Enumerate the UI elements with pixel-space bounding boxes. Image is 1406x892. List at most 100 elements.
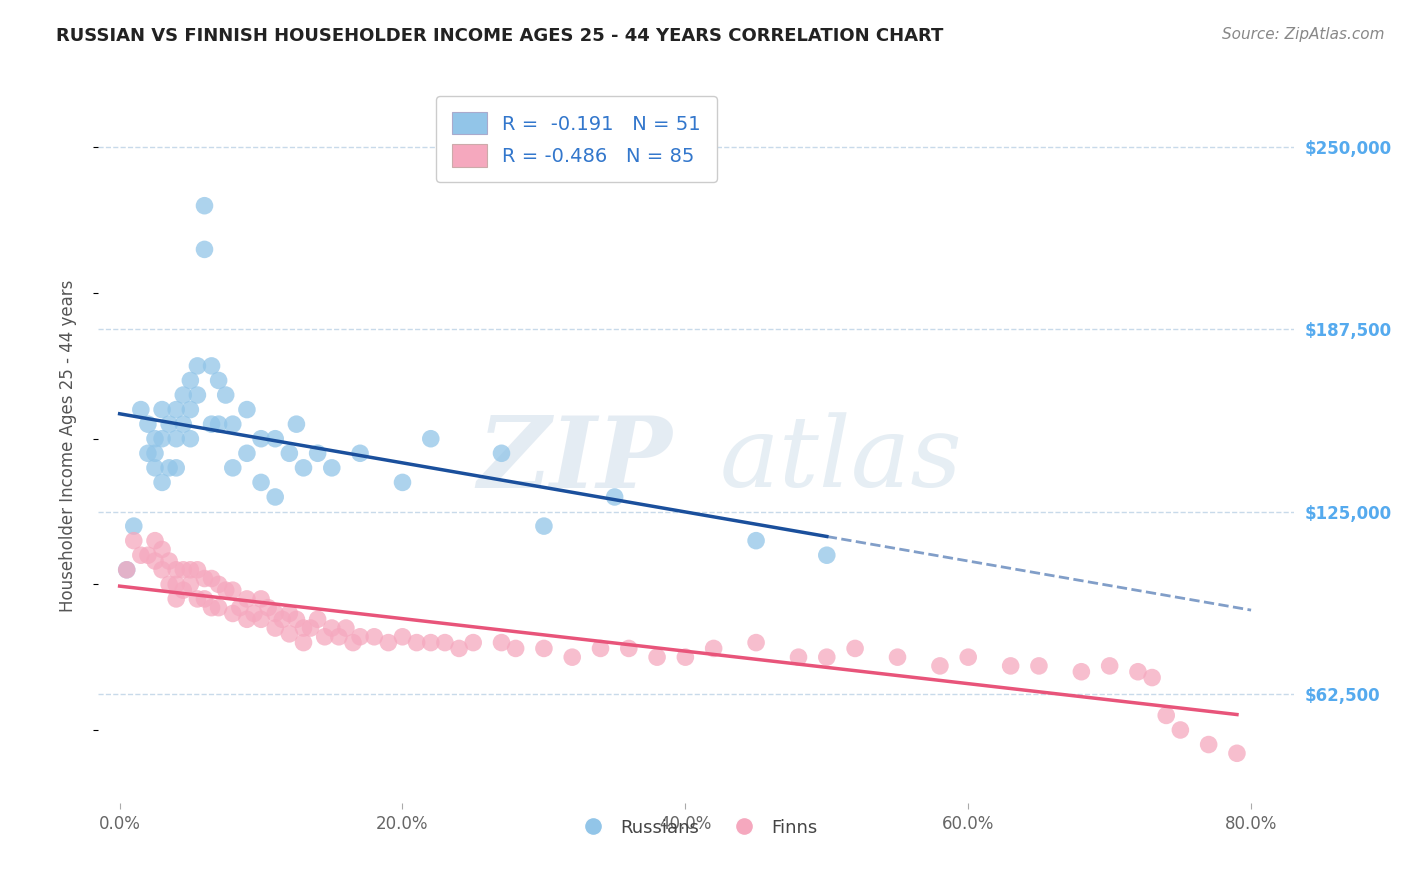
Point bbox=[186, 359, 208, 373]
Point bbox=[745, 533, 768, 548]
Point bbox=[271, 612, 294, 626]
Text: ZIP: ZIP bbox=[477, 412, 672, 508]
Point bbox=[589, 641, 612, 656]
Point bbox=[307, 612, 329, 626]
Point bbox=[250, 475, 273, 490]
Point bbox=[278, 446, 301, 460]
Point bbox=[299, 621, 322, 635]
Point bbox=[342, 635, 364, 649]
Point bbox=[328, 630, 350, 644]
Point bbox=[143, 432, 166, 446]
Point bbox=[143, 446, 166, 460]
Point bbox=[143, 460, 166, 475]
Point bbox=[222, 607, 245, 621]
Point bbox=[257, 600, 280, 615]
Point bbox=[208, 374, 231, 388]
Point bbox=[129, 548, 152, 562]
Point bbox=[929, 659, 952, 673]
Point bbox=[200, 572, 222, 586]
Point bbox=[236, 402, 259, 417]
Point bbox=[179, 374, 201, 388]
Point bbox=[243, 607, 266, 621]
Point bbox=[157, 460, 180, 475]
Point bbox=[250, 432, 273, 446]
Point bbox=[193, 572, 215, 586]
Point bbox=[1198, 738, 1220, 752]
Point bbox=[150, 402, 173, 417]
Point bbox=[172, 388, 194, 402]
Point bbox=[1098, 659, 1121, 673]
Point bbox=[419, 432, 441, 446]
Point bbox=[957, 650, 980, 665]
Point bbox=[186, 563, 208, 577]
Point bbox=[208, 600, 231, 615]
Point bbox=[292, 460, 315, 475]
Point bbox=[150, 542, 173, 557]
Point bbox=[533, 641, 555, 656]
Point bbox=[122, 519, 145, 533]
Point bbox=[122, 533, 145, 548]
Point bbox=[561, 650, 583, 665]
Point bbox=[129, 402, 152, 417]
Point bbox=[179, 563, 201, 577]
Point bbox=[208, 417, 231, 432]
Point bbox=[264, 621, 287, 635]
Point bbox=[136, 446, 159, 460]
Point bbox=[222, 583, 245, 598]
Point bbox=[236, 591, 259, 606]
Point bbox=[179, 432, 201, 446]
Point bbox=[264, 607, 287, 621]
Point bbox=[815, 548, 838, 562]
Point bbox=[886, 650, 908, 665]
Point bbox=[533, 519, 555, 533]
Text: atlas: atlas bbox=[720, 413, 963, 508]
Point bbox=[143, 554, 166, 568]
Point bbox=[645, 650, 668, 665]
Point bbox=[278, 607, 301, 621]
Point bbox=[193, 243, 215, 257]
Point bbox=[186, 591, 208, 606]
Legend: Russians, Finns: Russians, Finns bbox=[568, 812, 824, 844]
Point bbox=[222, 460, 245, 475]
Point bbox=[321, 460, 343, 475]
Point bbox=[363, 630, 385, 644]
Point bbox=[208, 577, 231, 591]
Point bbox=[186, 388, 208, 402]
Point bbox=[1170, 723, 1192, 737]
Point bbox=[419, 635, 441, 649]
Point bbox=[157, 554, 180, 568]
Point bbox=[236, 446, 259, 460]
Point bbox=[165, 402, 187, 417]
Point bbox=[292, 635, 315, 649]
Text: RUSSIAN VS FINNISH HOUSEHOLDER INCOME AGES 25 - 44 YEARS CORRELATION CHART: RUSSIAN VS FINNISH HOUSEHOLDER INCOME AG… bbox=[56, 27, 943, 45]
Point bbox=[787, 650, 810, 665]
Point bbox=[449, 641, 471, 656]
Text: Source: ZipAtlas.com: Source: ZipAtlas.com bbox=[1222, 27, 1385, 42]
Point bbox=[1070, 665, 1092, 679]
Point bbox=[703, 641, 725, 656]
Point bbox=[285, 612, 308, 626]
Point bbox=[165, 591, 187, 606]
Point bbox=[165, 563, 187, 577]
Point bbox=[377, 635, 399, 649]
Point bbox=[150, 563, 173, 577]
Point bbox=[165, 432, 187, 446]
Point bbox=[236, 612, 259, 626]
Point bbox=[215, 388, 238, 402]
Point bbox=[307, 446, 329, 460]
Point bbox=[285, 417, 308, 432]
Point bbox=[200, 417, 222, 432]
Point bbox=[745, 635, 768, 649]
Point bbox=[215, 583, 238, 598]
Point bbox=[1154, 708, 1177, 723]
Point bbox=[349, 446, 371, 460]
Point bbox=[1000, 659, 1022, 673]
Point bbox=[165, 577, 187, 591]
Point bbox=[150, 475, 173, 490]
Point bbox=[264, 432, 287, 446]
Point bbox=[115, 563, 138, 577]
Point bbox=[314, 630, 336, 644]
Point bbox=[844, 641, 866, 656]
Point bbox=[1226, 746, 1249, 760]
Point bbox=[250, 612, 273, 626]
